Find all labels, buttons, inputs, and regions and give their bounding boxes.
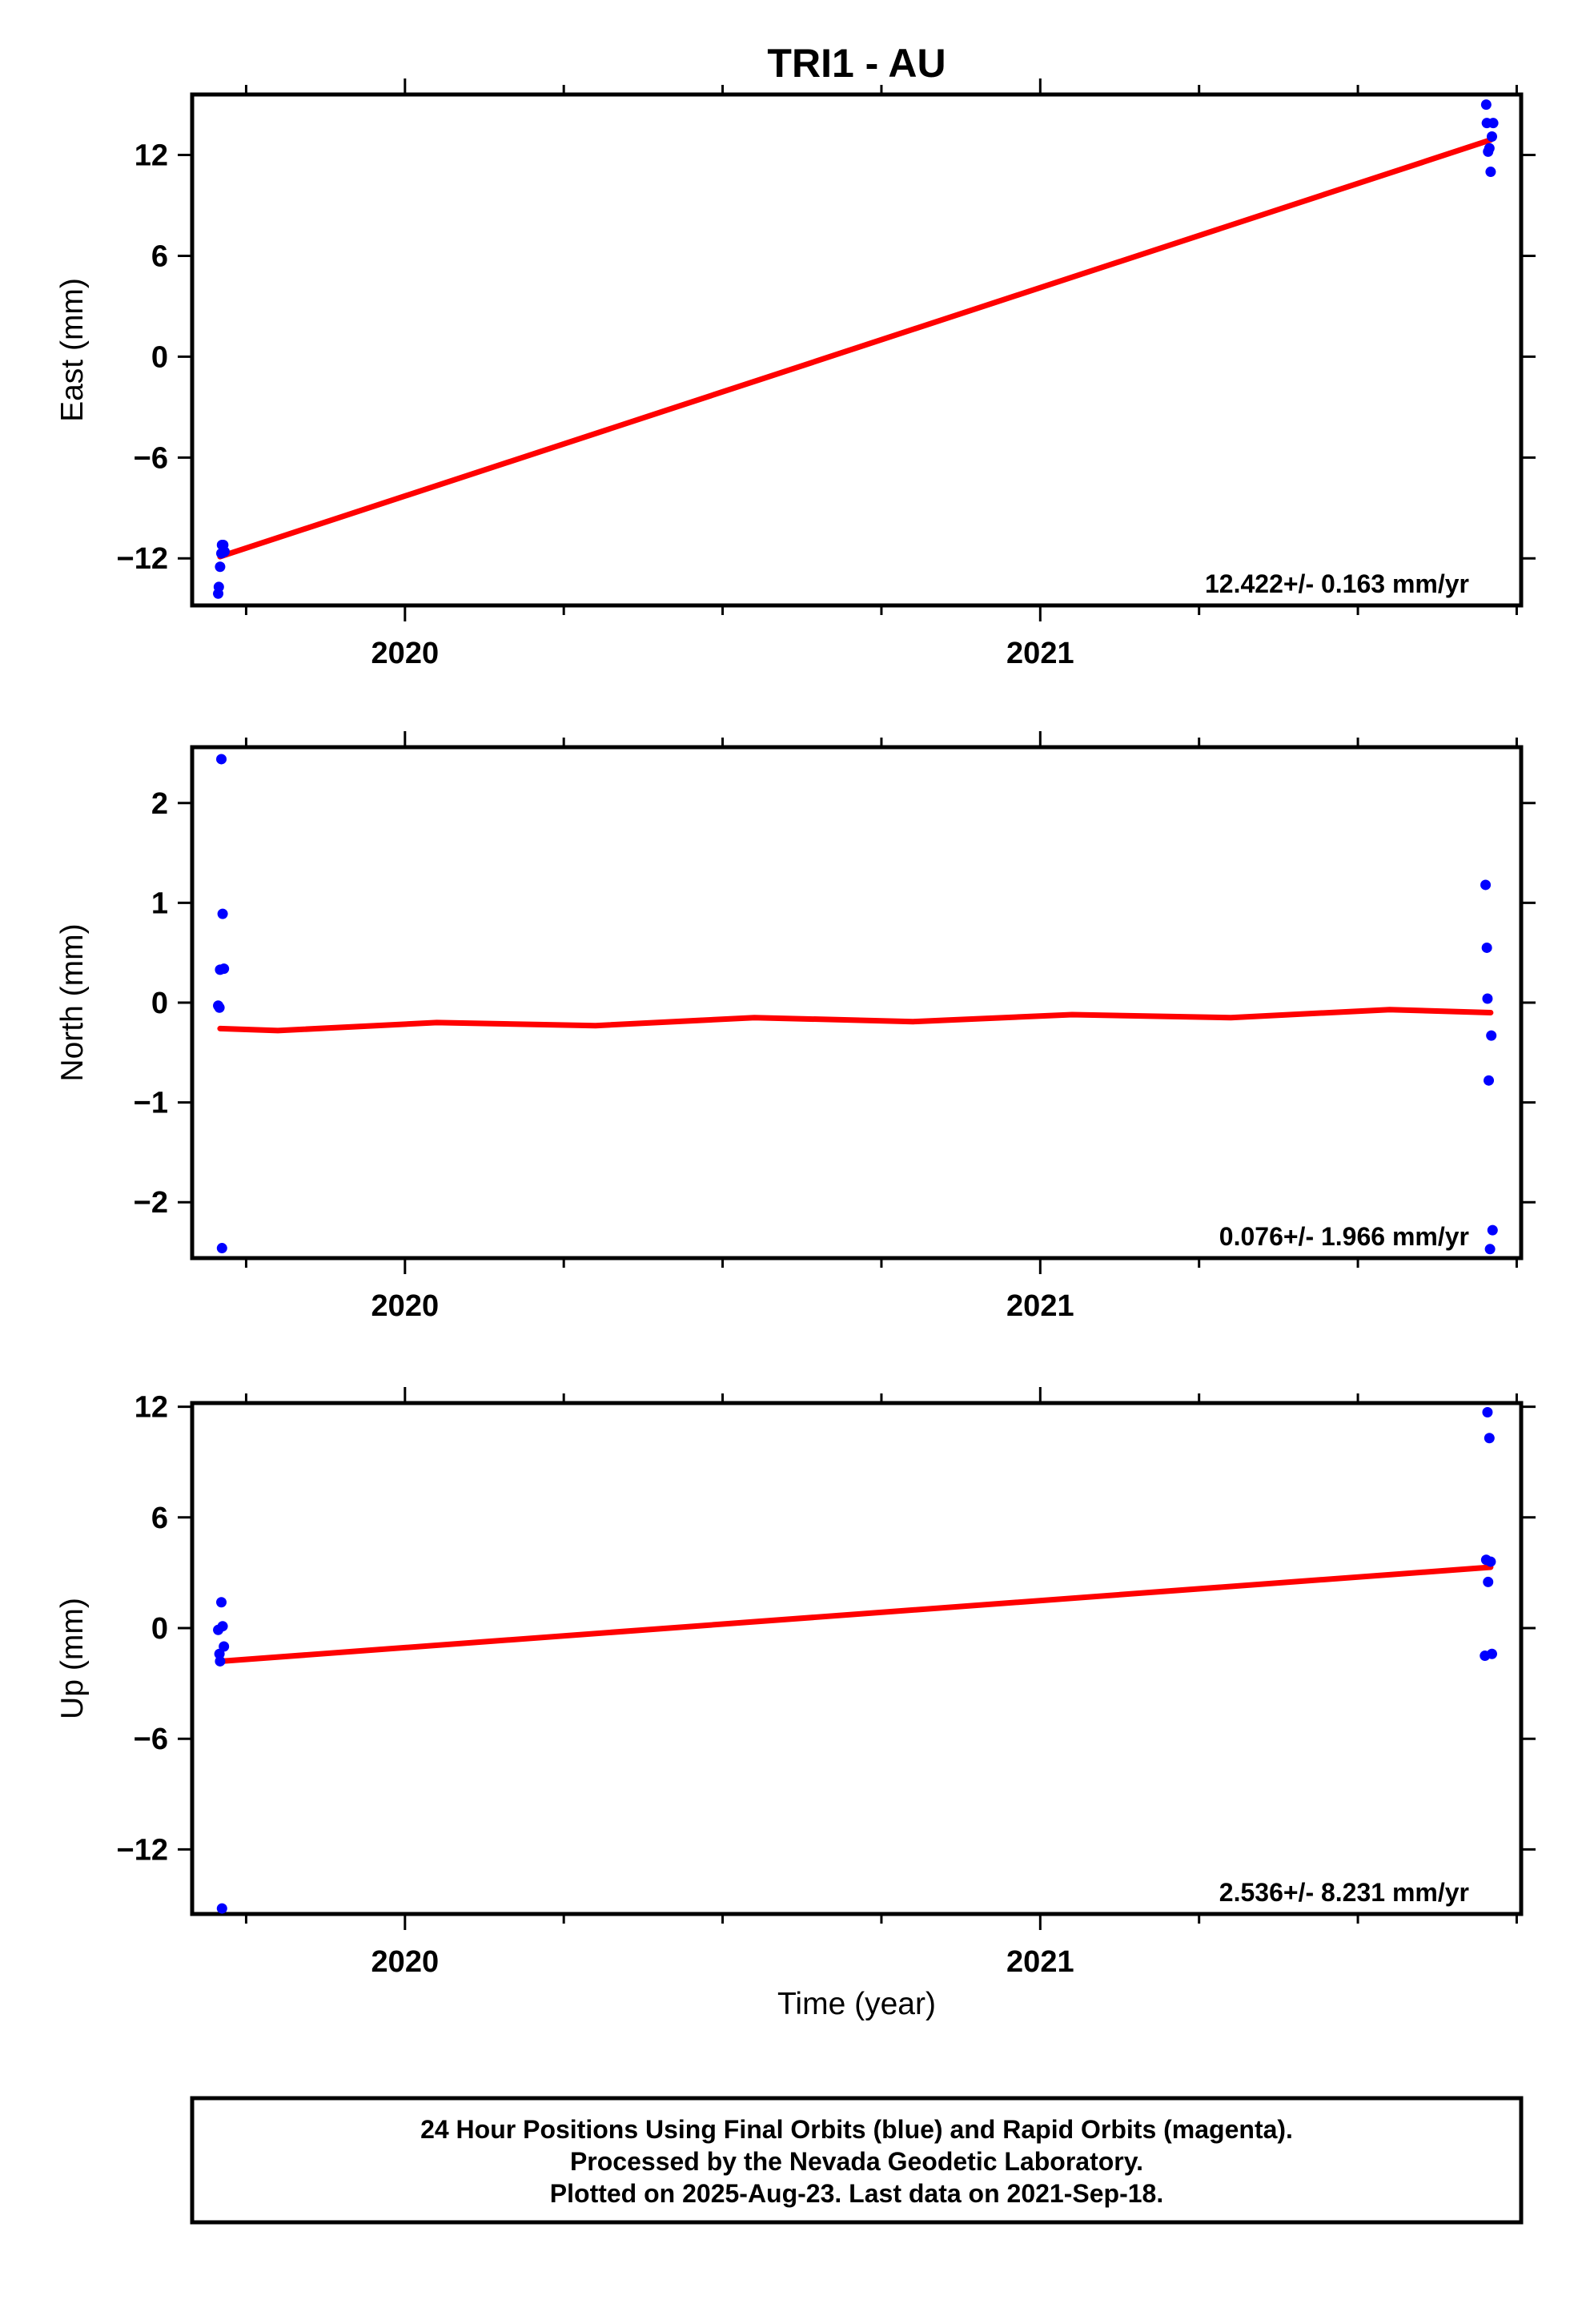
north-rate-label: 0.076+/- 1.966 mm/yr xyxy=(1219,1222,1469,1251)
east-data-point xyxy=(213,581,224,593)
up-fit-line xyxy=(217,1564,1494,1664)
north-y-tick-label: −2 xyxy=(134,1186,168,1220)
up-y-axis-label: Up (mm) xyxy=(55,1598,90,1719)
east-plot-frame xyxy=(190,92,1524,608)
east-y-axis-label: East (mm) xyxy=(55,278,90,422)
up-rate-label: 2.536+/- 8.231 mm/yr xyxy=(1219,1878,1469,1907)
up-data-point xyxy=(1484,1433,1495,1444)
east-data-point xyxy=(1484,143,1495,154)
north-data-point xyxy=(216,1243,227,1254)
x-axis-label: Time (year) xyxy=(777,1987,936,2021)
east-y-tick-label: 6 xyxy=(151,239,168,273)
up-data-point xyxy=(1483,1576,1494,1587)
north-data-point xyxy=(1486,1030,1497,1041)
north-data-point xyxy=(1484,1075,1495,1086)
north-data-point xyxy=(1482,993,1493,1004)
north-data-point xyxy=(214,1002,225,1013)
north-data-point xyxy=(1481,942,1492,953)
chart-title: TRI1 - AU xyxy=(767,41,946,86)
north-data-point xyxy=(216,754,227,765)
north-panel: −2 −1 0 1 2 2020 2021 North (mm) 0.076+/- 1.966 … xyxy=(55,731,1536,1323)
east-data-point xyxy=(1488,118,1499,129)
north-y-tick-label: 2 xyxy=(151,787,168,821)
up-y-tick-label: 6 xyxy=(151,1502,168,1535)
east-fit-line xyxy=(217,137,1494,560)
up-data-point xyxy=(216,1903,227,1914)
footer-line-3: Plotted on 2025-Aug-23. Last data on 202… xyxy=(550,2179,1163,2208)
up-y-tick-label: −6 xyxy=(134,1723,168,1756)
east-y-tick-label: −6 xyxy=(134,441,168,475)
up-data-point xyxy=(1485,1556,1496,1567)
up-y-tick-label: 12 xyxy=(135,1391,168,1425)
up-y-tick-label: −12 xyxy=(117,1833,168,1867)
east-panel: −12 −6 0 6 12 2020 2021 East (mm) 12.422+/- 0.16… xyxy=(55,78,1536,670)
east-y-tick-label: −12 xyxy=(117,542,168,576)
up-data-point xyxy=(1486,1648,1497,1659)
north-y-axis-label: North (mm) xyxy=(55,923,90,1081)
up-data-point xyxy=(1482,1407,1493,1418)
up-x-tick-label: 2021 xyxy=(1006,1945,1074,1979)
up-x-tick-label: 2020 xyxy=(371,1945,440,1979)
up-plot-frame xyxy=(190,1401,1524,1916)
north-y-tick-label: 0 xyxy=(151,987,168,1020)
east-y-tick-label: 0 xyxy=(151,340,168,374)
east-data-point xyxy=(219,546,230,557)
east-x-tick-label: 2020 xyxy=(371,637,440,670)
up-data-point xyxy=(219,1641,230,1652)
east-rate-label: 12.422+/- 0.163 mm/yr xyxy=(1205,569,1469,598)
north-data-point xyxy=(217,908,228,919)
up-data-point xyxy=(215,1655,226,1667)
north-fit-line xyxy=(217,1007,1494,1034)
north-x-tick-label: 2021 xyxy=(1006,1289,1074,1323)
north-data-point xyxy=(219,963,230,975)
footer-line-2: Processed by the Nevada Geodetic Laborat… xyxy=(570,2147,1143,2176)
up-data-point xyxy=(217,1621,228,1632)
east-data-point xyxy=(1485,167,1496,178)
up-panel: −12 −6 0 6 12 2020 2021 Up (mm) 2.536+/- 8.231 m… xyxy=(55,1387,1536,1979)
east-y-tick-label: 12 xyxy=(135,139,168,173)
north-x-tick-label: 2020 xyxy=(371,1289,440,1323)
north-data-point xyxy=(1484,1244,1496,1255)
up-y-tick-label: 0 xyxy=(151,1612,168,1646)
north-y-tick-label: 1 xyxy=(151,887,168,920)
east-data-point xyxy=(1480,99,1492,111)
east-data-point xyxy=(215,561,226,573)
north-data-point xyxy=(1487,1224,1498,1236)
east-data-point xyxy=(1486,131,1497,142)
footer-line-1: 24 Hour Positions Using Final Orbits (bl… xyxy=(420,2115,1293,2144)
footer-box: 24 Hour Positions Using Final Orbits (bl… xyxy=(190,2096,1524,2225)
north-data-point xyxy=(1480,879,1492,891)
up-data-point xyxy=(216,1597,227,1608)
east-x-tick-label: 2021 xyxy=(1006,637,1074,670)
north-y-tick-label: −1 xyxy=(134,1087,168,1120)
north-plot-frame xyxy=(190,745,1524,1261)
